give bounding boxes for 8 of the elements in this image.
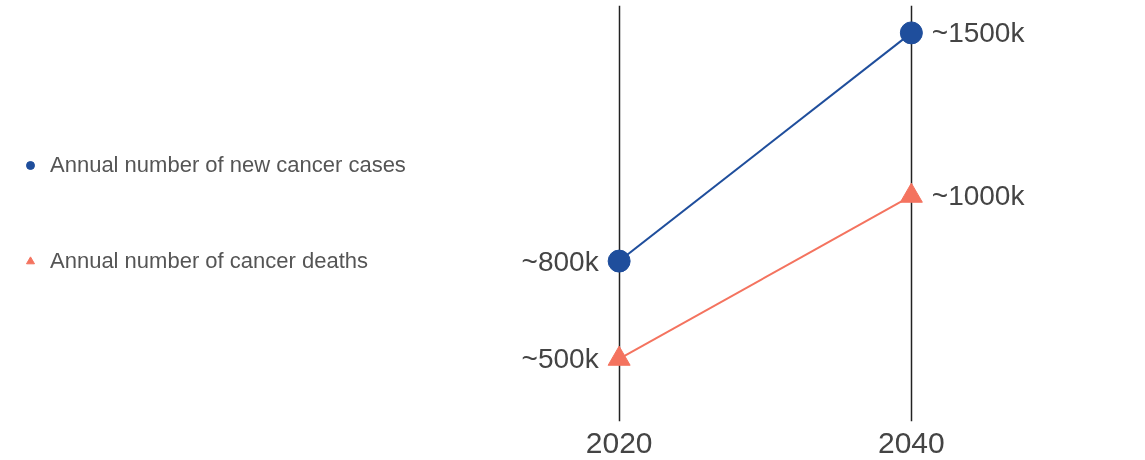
x-tick-label: 2040 <box>877 425 945 459</box>
data-label: ~500k <box>521 343 600 375</box>
legend-label: Annual number of cancer deaths <box>50 248 368 274</box>
data-label: ~800k <box>521 245 600 277</box>
data-label: ~1000k <box>931 180 1026 212</box>
legend-label: Annual number of new cancer cases <box>50 152 406 178</box>
data-label: ~1500k <box>931 17 1026 49</box>
x-tick-label: 2020 <box>585 425 653 459</box>
